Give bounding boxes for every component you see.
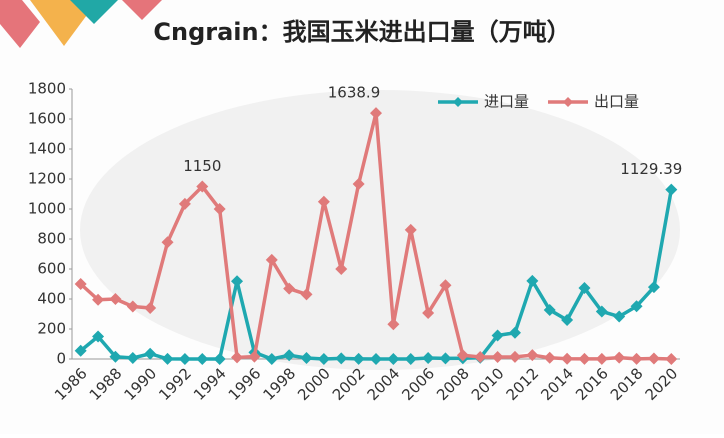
y-tick-label: 1000	[28, 200, 66, 218]
point	[109, 293, 122, 305]
point	[613, 310, 626, 323]
point	[561, 352, 574, 365]
point	[613, 351, 626, 364]
point	[630, 300, 643, 313]
decor	[122, 0, 162, 20]
decor	[30, 0, 98, 46]
point	[595, 305, 608, 318]
point	[317, 195, 330, 208]
legend-label: 进口量	[484, 93, 529, 111]
point	[630, 352, 643, 365]
point	[335, 263, 348, 275]
y-tick-label: 400	[37, 290, 66, 308]
point	[74, 344, 87, 357]
legend-marker	[563, 97, 573, 107]
point	[595, 352, 608, 365]
point	[92, 293, 105, 306]
point	[283, 282, 296, 295]
point	[387, 318, 400, 331]
point	[126, 351, 139, 364]
data-label: 1129.39	[620, 160, 682, 178]
point	[439, 352, 452, 365]
point	[283, 349, 296, 362]
point	[526, 349, 539, 362]
point	[178, 197, 191, 210]
y-tick-label: 800	[37, 230, 66, 248]
point	[474, 351, 487, 364]
point	[404, 353, 417, 365]
point	[508, 326, 521, 339]
point	[647, 352, 660, 365]
point	[543, 351, 556, 364]
point	[578, 352, 591, 365]
point	[196, 180, 209, 193]
point	[178, 353, 191, 365]
point	[422, 351, 435, 364]
point	[161, 352, 174, 365]
y-tick-label: 1200	[28, 170, 66, 188]
point	[109, 350, 122, 363]
point	[352, 352, 365, 365]
point	[126, 300, 139, 313]
point	[647, 281, 660, 294]
y-tick-label: 600	[37, 260, 66, 278]
point	[74, 278, 87, 290]
point	[265, 353, 278, 365]
point	[561, 314, 574, 326]
y-tick-label: 1400	[28, 140, 66, 158]
point	[335, 352, 348, 365]
legend-label: 出口量	[594, 93, 639, 111]
point	[213, 203, 226, 215]
data-label: 1150	[183, 157, 221, 175]
point	[92, 330, 105, 343]
point	[300, 288, 313, 301]
point	[387, 353, 400, 365]
point	[352, 177, 365, 190]
point	[144, 347, 157, 360]
map-backdrop	[80, 90, 680, 370]
point	[231, 351, 244, 364]
point	[491, 351, 504, 364]
point	[404, 223, 417, 236]
data-label: 1638.9	[328, 84, 381, 102]
point	[422, 306, 435, 319]
point	[370, 107, 382, 120]
point	[196, 353, 209, 365]
point	[665, 353, 678, 365]
point	[491, 329, 504, 342]
point	[317, 353, 330, 365]
point	[265, 253, 278, 266]
point	[248, 350, 261, 363]
point	[526, 274, 539, 287]
point	[231, 275, 244, 288]
point	[543, 303, 556, 316]
point	[213, 353, 226, 365]
y-tick-label: 1600	[28, 110, 66, 128]
point	[665, 183, 678, 196]
point	[161, 236, 174, 249]
point	[578, 282, 591, 295]
chart-title: Cngrain：我国玉米进出口量（万吨）	[153, 18, 570, 46]
point	[508, 350, 521, 363]
point	[144, 302, 157, 314]
point	[439, 279, 452, 292]
point	[456, 349, 469, 362]
legend-marker	[453, 97, 463, 107]
y-tick-label: 0	[56, 350, 66, 368]
decor	[70, 0, 118, 24]
point	[300, 351, 313, 364]
y-tick-label: 200	[37, 320, 66, 338]
decor	[0, 0, 40, 48]
point	[370, 353, 382, 365]
y-tick-label: 1800	[28, 80, 66, 98]
